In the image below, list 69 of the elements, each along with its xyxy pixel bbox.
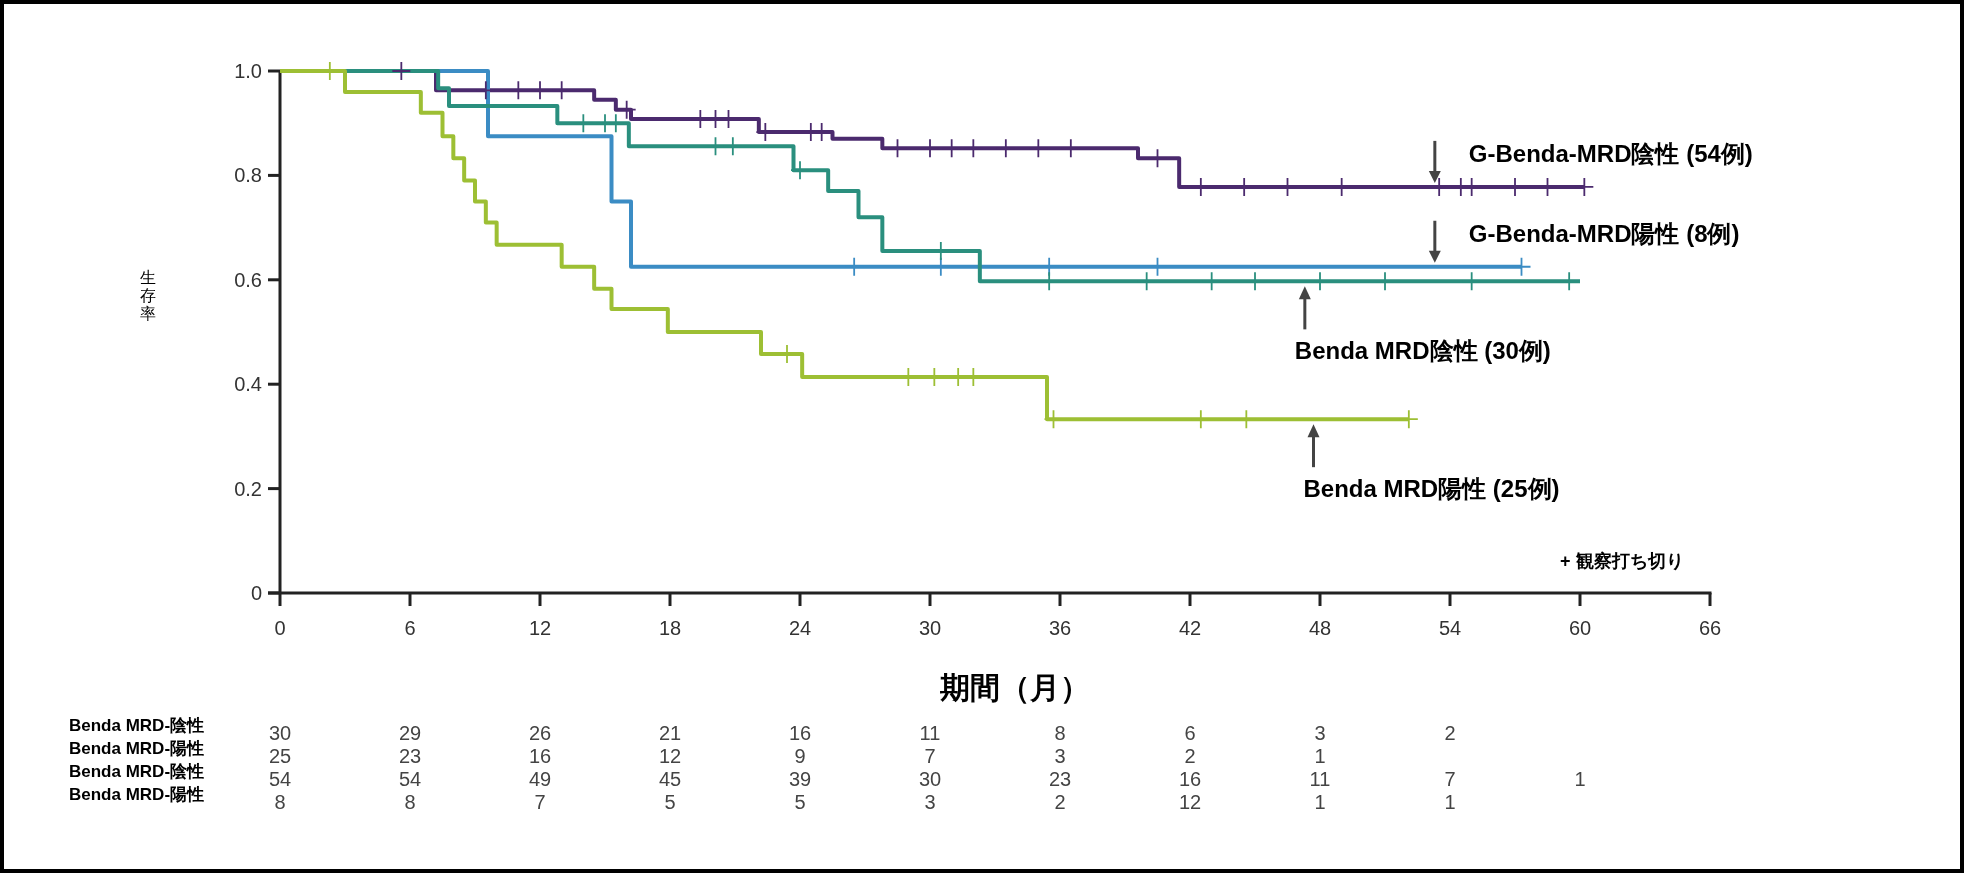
data-label: 7	[924, 745, 936, 767]
x-tick-label: 12	[528, 617, 552, 639]
data-label: 5	[794, 791, 806, 813]
y-tick-label: 0.6	[234, 268, 262, 291]
y-axis-title: 生存率	[140, 269, 156, 322]
x-tick-label: 0	[274, 617, 286, 639]
x-tick-label: 42	[1178, 617, 1202, 639]
data-label: 1	[1574, 768, 1586, 790]
data-label: 9	[794, 745, 806, 767]
data-label: 2	[1444, 722, 1456, 744]
x-axis-title: 期間（月）	[939, 671, 1090, 704]
data-label: 45	[658, 768, 682, 790]
y-tick-label: 1.0	[234, 60, 262, 82]
data-label: 39	[788, 768, 812, 790]
data-label: 7	[534, 791, 546, 813]
x-tick-label: 36	[1048, 617, 1072, 639]
annotation: Benda MRD陽性 (25例)	[1303, 475, 1560, 503]
data-label: 2	[1054, 791, 1066, 813]
data-label: 11	[919, 722, 941, 744]
y-tick-label: Benda MRD-陰性	[69, 716, 205, 735]
data-label: 8	[404, 791, 416, 813]
data-label: 12	[658, 745, 682, 767]
annotation: Benda MRD陰性 (30例)	[1294, 337, 1551, 365]
data-label: 1	[1314, 745, 1326, 767]
data-label: 3	[924, 791, 936, 813]
annotation: G-Benda-MRD陽性 (8例)	[1468, 219, 1740, 247]
data-label: 16	[1178, 768, 1202, 790]
data-label: 5	[664, 791, 676, 813]
annotation: + 観察打ち切り	[1560, 551, 1684, 571]
data-label: 25	[268, 745, 292, 767]
x-tick-label: 18	[658, 617, 682, 639]
x-tick-label: 24	[788, 617, 812, 639]
y-tick-label: 0.2	[234, 477, 262, 500]
data-label: 21	[658, 722, 682, 744]
x-tick-label: 54	[1438, 617, 1462, 639]
data-label: 1	[1314, 791, 1326, 813]
data-label: 6	[1184, 722, 1196, 744]
y-tick-label: 0	[250, 582, 262, 604]
data-label: 23	[398, 745, 422, 767]
data-label: 1	[1444, 791, 1456, 813]
data-label: 8	[1054, 722, 1066, 744]
x-tick-label: 60	[1568, 617, 1592, 639]
data-label: 3	[1314, 722, 1326, 744]
data-label: 30	[268, 722, 292, 744]
data-label: 16	[528, 745, 552, 767]
data-label: 12	[1178, 791, 1202, 813]
data-label: 2	[1184, 745, 1196, 767]
data-label: 26	[528, 722, 552, 744]
data-label: 11	[1309, 768, 1331, 790]
x-tick-label: 30	[918, 617, 942, 639]
y-tick-label: 0.8	[234, 164, 262, 187]
data-label: 16	[788, 722, 812, 744]
data-label: 29	[398, 722, 422, 744]
data-label: 54	[398, 768, 422, 790]
data-label: 54	[268, 768, 292, 790]
data-label: 8	[274, 791, 286, 813]
x-tick-label: 6	[404, 617, 416, 639]
x-tick-label: 66	[1698, 617, 1722, 639]
data-label: 7	[1444, 768, 1456, 790]
annotation: G-Benda-MRD陰性 (54例)	[1468, 139, 1753, 167]
y-tick-label: Benda MRD-陽性	[69, 739, 205, 758]
y-tick-label: 0.4	[234, 373, 262, 396]
data-label: 23	[1048, 768, 1072, 790]
data-label: 49	[528, 768, 552, 790]
x-tick-label: 48	[1308, 617, 1332, 639]
data-label: 30	[918, 768, 942, 790]
y-tick-label: Benda MRD-陰性	[69, 762, 205, 781]
data-label: 3	[1054, 745, 1066, 767]
y-tick-label: Benda MRD-陽性	[69, 785, 205, 804]
